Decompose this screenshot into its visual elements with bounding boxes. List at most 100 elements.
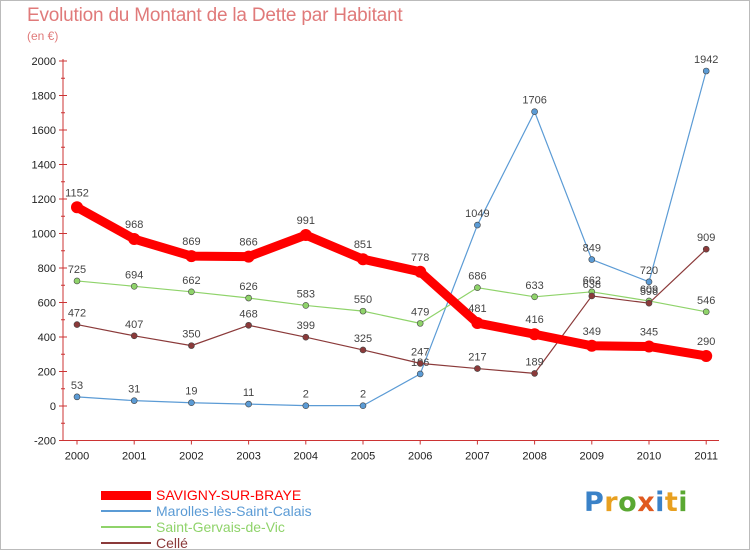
data-point <box>416 320 424 327</box>
y-tick-label: 1600 <box>32 125 56 137</box>
data-label: 1049 <box>465 208 489 220</box>
data-label: 290 <box>697 336 715 348</box>
data-label: 189 <box>525 356 543 368</box>
data-point <box>588 292 596 300</box>
data-label: 720 <box>640 265 658 277</box>
data-point <box>188 399 195 407</box>
data-point <box>585 339 598 352</box>
legend-label: Marolles-lès-Saint-Calais <box>156 503 312 519</box>
data-label: 849 <box>583 243 601 255</box>
data-point <box>359 346 367 354</box>
data-point <box>128 233 141 246</box>
data-label: 778 <box>411 252 429 264</box>
data-label: 546 <box>697 295 715 307</box>
data-point <box>299 229 312 242</box>
data-point <box>245 294 252 302</box>
data-label: 31 <box>128 384 140 396</box>
data-label: 968 <box>125 219 143 231</box>
y-tick-label: 1400 <box>32 160 56 172</box>
y-tick-label: 1000 <box>32 229 56 241</box>
proxiti-logo: Proxiti <box>584 487 689 518</box>
data-label: 596 <box>640 286 658 298</box>
data-label: 909 <box>697 232 715 244</box>
legend-swatch <box>101 490 151 500</box>
data-point <box>700 349 713 362</box>
data-label: 550 <box>354 294 372 306</box>
y-tick-label: 600 <box>38 298 56 310</box>
data-point <box>645 299 653 307</box>
data-point <box>474 284 481 291</box>
data-point <box>73 321 81 328</box>
data-point <box>73 393 81 401</box>
data-point <box>471 317 484 330</box>
data-label: 694 <box>125 269 143 281</box>
data-point <box>474 365 481 372</box>
data-label: 53 <box>71 380 83 392</box>
legend-swatch <box>101 542 151 544</box>
data-label: 725 <box>68 264 86 276</box>
x-tick-label: 2008 <box>522 451 546 463</box>
data-point <box>245 321 252 329</box>
y-tick-label: 0 <box>50 401 56 413</box>
data-label: 247 <box>411 346 429 358</box>
data-label: 1942 <box>694 54 718 66</box>
data-label: 399 <box>297 320 315 332</box>
data-label: 869 <box>182 236 200 248</box>
data-point <box>588 256 596 263</box>
data-label: 19 <box>185 386 197 398</box>
data-point <box>645 278 653 286</box>
data-point <box>357 253 369 266</box>
y-tick-label: -200 <box>34 436 56 448</box>
data-point <box>531 370 538 377</box>
chart-unit: (en €) <box>27 29 59 43</box>
data-label: 609 <box>640 284 658 296</box>
legend-swatch <box>101 526 151 528</box>
x-tick-label: 2003 <box>236 451 260 463</box>
data-point <box>531 108 538 116</box>
data-label: 633 <box>525 280 543 292</box>
data-label: 2 <box>303 389 309 401</box>
x-tick-label: 2006 <box>408 451 432 463</box>
data-label: 583 <box>297 288 315 300</box>
x-tick-label: 2007 <box>465 451 489 463</box>
data-point <box>416 360 424 367</box>
data-point <box>302 402 310 409</box>
y-tick-label: 1800 <box>32 91 56 103</box>
legend-label: Saint-Gervais-de-Vic <box>156 519 285 535</box>
y-tick-label: 2000 <box>32 56 56 68</box>
data-label: 662 <box>182 275 200 287</box>
data-point <box>474 221 481 229</box>
data-point <box>185 250 198 263</box>
data-point <box>531 293 538 301</box>
data-point <box>702 67 710 75</box>
legend-swatch <box>101 510 151 512</box>
x-tick-label: 2010 <box>637 451 661 463</box>
data-point <box>416 370 424 378</box>
data-label: 851 <box>354 239 372 251</box>
data-label: 626 <box>239 281 257 293</box>
data-label: 345 <box>640 326 658 338</box>
series-line-1 <box>76 70 707 407</box>
chart-title: Evolution du Montant de la Dette par Hab… <box>27 5 403 26</box>
data-point <box>130 397 138 404</box>
y-tick-label: 200 <box>38 367 56 379</box>
data-point <box>71 201 83 214</box>
legend-label: SAVIGNY-SUR-BRAYE <box>156 487 302 503</box>
x-tick-label: 2005 <box>351 451 375 463</box>
data-label: 11 <box>243 387 254 399</box>
y-tick-label: 1200 <box>32 194 56 206</box>
x-tick-label: 2000 <box>65 451 89 463</box>
data-label: 2 <box>360 389 366 401</box>
data-label: 866 <box>239 237 257 249</box>
y-tick-label: 400 <box>38 332 56 344</box>
data-point <box>414 265 427 278</box>
data-point <box>242 250 255 263</box>
x-tick-label: 2002 <box>179 451 203 463</box>
data-label: 1152 <box>65 187 89 199</box>
x-tick-label: 2004 <box>294 451 318 463</box>
data-label: 349 <box>583 326 601 338</box>
x-tick-label: 2009 <box>580 451 604 463</box>
data-point <box>702 308 710 316</box>
